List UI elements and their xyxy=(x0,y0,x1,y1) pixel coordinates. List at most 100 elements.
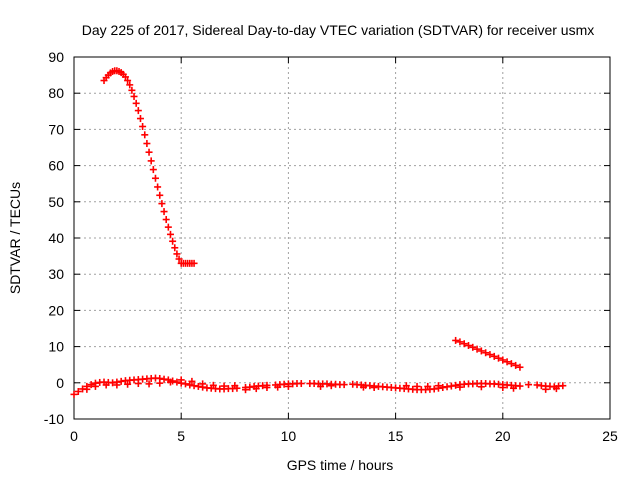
data-point-baseline-spread xyxy=(317,382,325,390)
data-point-baseline xyxy=(173,378,181,386)
data-point-late-arc xyxy=(507,360,515,368)
y-tick-label: 40 xyxy=(48,230,64,246)
data-point-baseline-spread xyxy=(252,385,260,393)
data-point-baseline xyxy=(297,380,305,388)
data-point-high-arc xyxy=(128,86,136,94)
data-point-baseline-spread xyxy=(242,386,250,394)
data-point-baseline xyxy=(340,381,348,389)
data-point-late-arc xyxy=(516,363,524,371)
data-point-high-arc xyxy=(158,200,166,208)
data-point-baseline xyxy=(525,381,533,389)
chart-title: Day 225 of 2017, Sidereal Day-to-day VTE… xyxy=(82,22,595,38)
data-point-baseline xyxy=(87,381,95,389)
data-point-baseline-spread xyxy=(156,379,164,387)
y-tick-label: 80 xyxy=(48,85,64,101)
data-point-late-arc xyxy=(477,347,485,355)
data-point-baseline-spread xyxy=(284,382,292,390)
data-point-late-arc xyxy=(490,352,498,360)
data-point-high-arc xyxy=(171,244,179,252)
y-tick-label: -10 xyxy=(44,411,64,427)
data-point-late-arc xyxy=(495,354,503,362)
data-point-baseline-spread xyxy=(413,382,421,390)
data-point-high-arc xyxy=(173,250,181,258)
data-point-high-arc xyxy=(130,92,138,100)
data-point-baseline-spread xyxy=(166,378,174,386)
data-point-baseline-spread xyxy=(477,383,485,391)
data-point-baseline-spread xyxy=(402,382,410,390)
x-tick-label: 0 xyxy=(70,428,78,444)
data-point-baseline-spread xyxy=(209,381,217,389)
data-point-high-arc xyxy=(151,174,159,182)
y-tick-label: 60 xyxy=(48,158,64,174)
data-point-late-arc xyxy=(512,361,520,369)
data-point-baseline xyxy=(516,382,524,390)
data-point-high-arc xyxy=(126,81,134,89)
data-point-high-arc xyxy=(160,208,168,216)
data-point-high-arc xyxy=(132,99,140,107)
data-point-high-arc xyxy=(156,191,164,199)
data-point-baseline-spread xyxy=(177,376,185,384)
data-point-baseline-spread xyxy=(83,385,91,393)
y-tick-label: 20 xyxy=(48,302,64,318)
data-point-high-arc xyxy=(124,77,132,85)
x-tick-label: 25 xyxy=(602,428,618,444)
y-tick-label: 0 xyxy=(56,375,64,391)
data-point-baseline-spread xyxy=(145,380,153,388)
data-point-late-arc xyxy=(464,342,472,350)
grid xyxy=(74,57,610,419)
data-point-baseline-spread xyxy=(424,382,432,390)
y-tick-label: 10 xyxy=(48,339,64,355)
data-point-baseline-spread xyxy=(542,385,550,393)
x-tick-label: 10 xyxy=(281,428,297,444)
data-point-late-arc xyxy=(503,358,511,366)
y-tick-labels: -10 0 10 20 30 40 50 60 70 80 90 xyxy=(44,49,64,427)
data-point-baseline-spread xyxy=(113,381,121,389)
data-point-high-arc xyxy=(147,157,155,165)
data-point-baseline-spread xyxy=(499,384,507,392)
data-point-high-arc xyxy=(141,131,149,139)
data-point-late-arc xyxy=(486,351,494,359)
data-point-high-arc xyxy=(134,107,142,115)
data-point-baseline-spread xyxy=(199,380,207,388)
data-point-high-arc xyxy=(154,183,162,191)
data-point-high-arc xyxy=(164,223,172,231)
data-point-high-arc xyxy=(162,216,170,224)
x-tick-label: 15 xyxy=(388,428,404,444)
x-axis-label: GPS time / hours xyxy=(287,457,394,473)
data-point-high-arc xyxy=(136,115,144,123)
data-point-baseline-spread xyxy=(231,382,239,390)
data-point-baseline-spread xyxy=(327,382,335,390)
data-point-high-arc xyxy=(169,237,177,245)
data-point-baseline xyxy=(181,380,189,388)
data-point-high-arc xyxy=(149,166,157,174)
y-tick-label: 30 xyxy=(48,266,64,282)
y-axis-label: SDTVAR / TECUs xyxy=(7,182,23,294)
data-point-baseline-spread xyxy=(134,380,142,388)
data-point-baseline-spread xyxy=(434,382,442,390)
data-point-baseline-spread xyxy=(370,384,378,392)
data-point-late-arc xyxy=(469,343,477,351)
data-point-baseline xyxy=(70,390,78,398)
x-tick-label: 5 xyxy=(177,428,185,444)
data-point-late-arc xyxy=(482,349,490,357)
data-point-baseline xyxy=(559,382,567,390)
data-point-baseline-spread xyxy=(188,377,196,385)
data-point-late-arc xyxy=(499,356,507,364)
data-point-high-arc xyxy=(143,140,151,148)
x-tick-label: 20 xyxy=(495,428,511,444)
y-tick-label: 90 xyxy=(48,49,64,65)
y-tick-label: 70 xyxy=(48,121,64,137)
data-point-baseline-spread xyxy=(552,385,560,393)
x-tick-labels: 0 5 10 15 20 25 xyxy=(70,428,618,444)
data-point-baseline-spread xyxy=(359,383,367,391)
data-point-late-arc xyxy=(452,336,460,344)
data-point-high-arc xyxy=(166,230,174,238)
data-point-baseline-spread xyxy=(102,381,110,389)
axis-ticks xyxy=(73,56,611,420)
data-point-baseline-spread xyxy=(91,382,99,390)
data-point-baseline-spread xyxy=(220,382,228,390)
data-point-high-arc xyxy=(145,148,153,156)
data-point-baseline xyxy=(74,387,82,395)
data-point-baseline-spread xyxy=(456,383,464,391)
